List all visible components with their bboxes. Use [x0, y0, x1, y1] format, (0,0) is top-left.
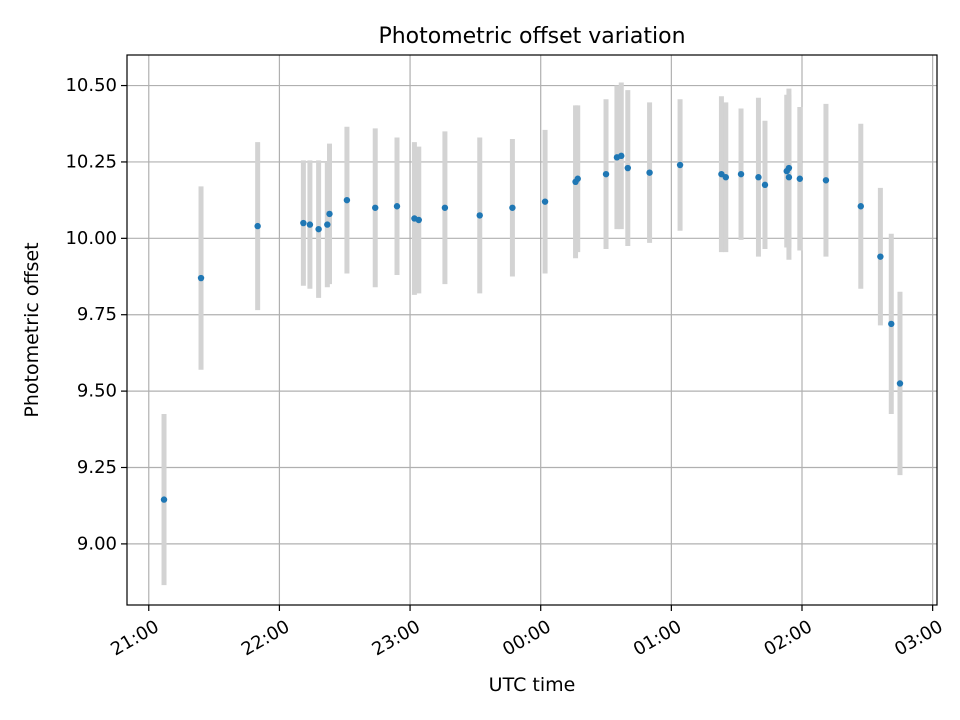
data-point — [646, 169, 653, 176]
error-bars — [161, 82, 903, 586]
y-tick-label: 10.00 — [65, 228, 117, 249]
x-tick-label: 23:00 — [369, 616, 424, 660]
x-tick-label: 21:00 — [107, 616, 162, 660]
data-point — [618, 152, 625, 160]
x-tick-label: 22:00 — [238, 616, 293, 660]
grid — [127, 55, 937, 605]
data-point — [300, 219, 307, 227]
data-point — [722, 174, 729, 181]
data-point — [888, 320, 895, 328]
data-points — [160, 152, 904, 503]
data-point — [393, 203, 401, 210]
data-point — [197, 274, 205, 282]
data-point — [896, 380, 904, 387]
plot-frame — [126, 54, 938, 606]
data-point — [160, 496, 168, 503]
y-tick-label: 10.50 — [65, 75, 117, 96]
x-tick-label: 01:00 — [630, 616, 685, 660]
data-point — [624, 164, 632, 172]
data-point — [315, 225, 322, 233]
data-point — [857, 203, 864, 210]
data-point — [509, 204, 516, 211]
x-tick-label: 03:00 — [891, 616, 946, 660]
data-point — [541, 198, 549, 205]
data-point — [602, 170, 610, 178]
data-point — [372, 204, 379, 211]
x-tick-label: 00:00 — [499, 616, 554, 660]
y-tick-label: 9.25 — [77, 457, 117, 478]
x-tick-label: 02:00 — [760, 616, 815, 660]
x-axis-label: UTC time — [489, 674, 576, 696]
data-point — [877, 253, 884, 260]
data-point — [785, 174, 793, 181]
chart-title: Photometric offset variation — [378, 24, 685, 49]
data-point — [796, 175, 804, 182]
data-point — [755, 174, 762, 181]
data-point — [324, 221, 331, 228]
data-point — [822, 177, 830, 184]
y-tick-label: 9.00 — [77, 533, 117, 554]
data-point — [785, 164, 793, 172]
y-axis-label: Photometric offset — [21, 242, 43, 417]
data-point — [343, 196, 351, 204]
data-point — [254, 222, 261, 230]
data-point — [326, 210, 333, 218]
data-point — [441, 204, 449, 211]
data-point — [476, 212, 483, 219]
data-point — [737, 170, 745, 178]
y-tick-label: 10.25 — [65, 151, 117, 172]
data-point — [761, 181, 769, 189]
axis-ticks: 21:00 22:00 23:00 00:00 01:00 02:00 03:00 9.00 9… — [65, 75, 946, 660]
data-point — [676, 161, 684, 169]
y-tick-label: 9.50 — [77, 381, 117, 402]
y-tick-label: 9.75 — [77, 304, 117, 325]
data-point — [574, 175, 581, 182]
data-point — [415, 216, 422, 224]
data-point — [306, 221, 314, 228]
